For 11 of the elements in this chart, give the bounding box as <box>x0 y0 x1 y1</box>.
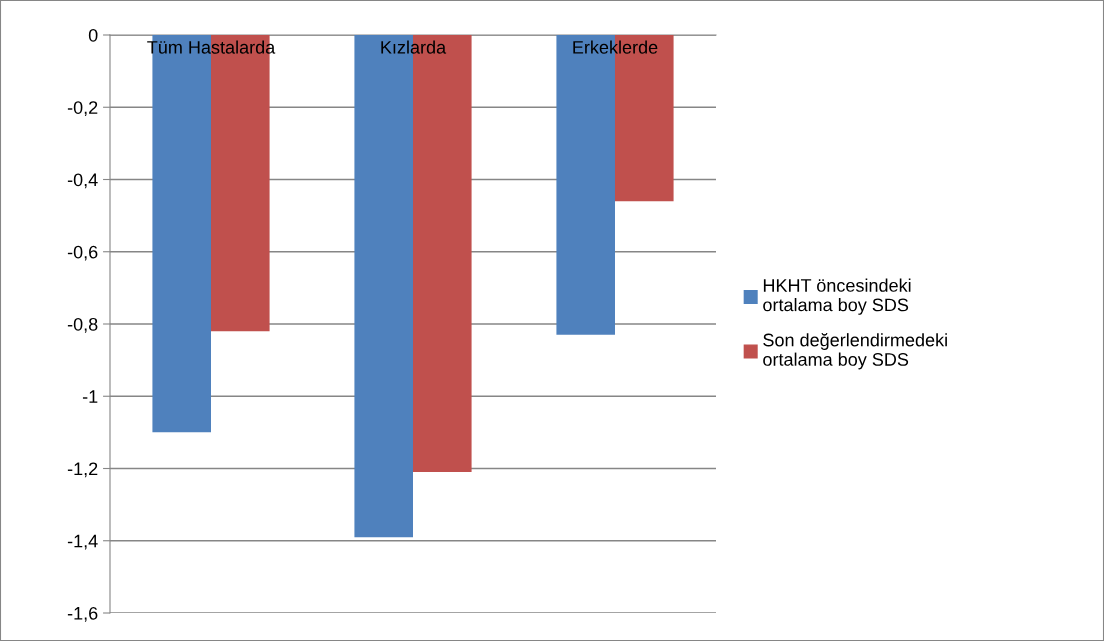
y-tick-label: -1 <box>82 390 98 403</box>
y-tick-label: -0,6 <box>67 245 98 261</box>
y-tick-label: -0,8 <box>67 317 98 333</box>
y-tick-label: 0 <box>88 28 98 42</box>
legend-label: Son değerlendirmedeki ortalama boy SDS <box>763 332 947 370</box>
y-tick-label: -0,4 <box>67 173 98 189</box>
y-tick-label: -0,2 <box>67 101 98 117</box>
y-tick-label: -1,6 <box>67 606 98 622</box>
legend-label: HKHT öncesindeki ortalama boy SDS <box>763 278 911 315</box>
y-tick-label: -1,2 <box>67 462 98 478</box>
y-tick-label: -1,4 <box>67 534 98 550</box>
